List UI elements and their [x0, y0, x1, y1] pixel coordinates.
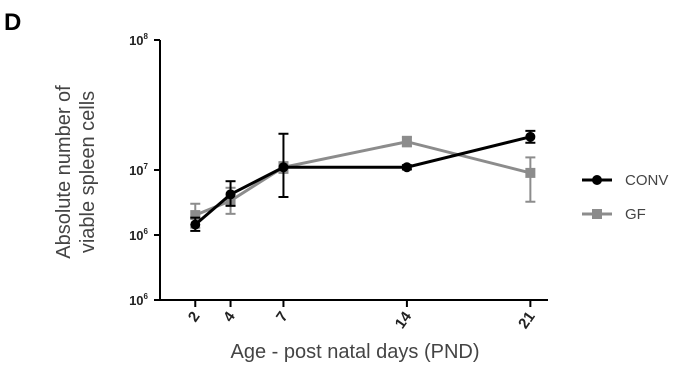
y-axis: 106 106 107 108	[129, 32, 161, 308]
data-point	[525, 131, 536, 142]
x-tick-label: 21	[515, 309, 538, 332]
data-point	[190, 210, 201, 221]
series-layer	[190, 129, 536, 232]
x-tick-label: 7	[273, 309, 292, 326]
x-axis-label: Age - post natal days (PND)	[231, 341, 480, 363]
data-point	[525, 167, 536, 178]
x-tick-label: 14	[392, 308, 416, 332]
data-point	[190, 219, 201, 230]
legend: CONV GF	[582, 172, 668, 223]
y-tick-label: 106	[129, 227, 148, 243]
series-line-gf	[194, 140, 531, 217]
series-gf	[190, 135, 536, 229]
legend-marker	[592, 175, 602, 185]
y-tick-label: 106	[129, 292, 148, 308]
x-tick-label: 4	[220, 308, 239, 325]
data-point	[278, 162, 289, 173]
legend-item-conv: CONV	[582, 172, 668, 189]
data-point	[401, 136, 412, 147]
x-tick-label: 2	[185, 309, 204, 326]
legend-item-gf: GF	[582, 206, 646, 223]
y-tick-label: 107	[129, 162, 148, 178]
legend-label: CONV	[625, 172, 668, 189]
y-tick-label: 108	[129, 32, 148, 48]
data-point	[401, 162, 412, 173]
x-axis: 2 4 7 14 21	[160, 299, 548, 332]
series-conv	[190, 129, 536, 232]
y-axis-label-line2: viable spleen cells	[77, 91, 99, 253]
data-point	[225, 189, 236, 200]
panel-label: D	[4, 9, 21, 36]
y-axis-label-line1: Absolute number of	[53, 85, 75, 259]
legend-marker	[592, 209, 602, 219]
legend-label: GF	[625, 206, 646, 223]
